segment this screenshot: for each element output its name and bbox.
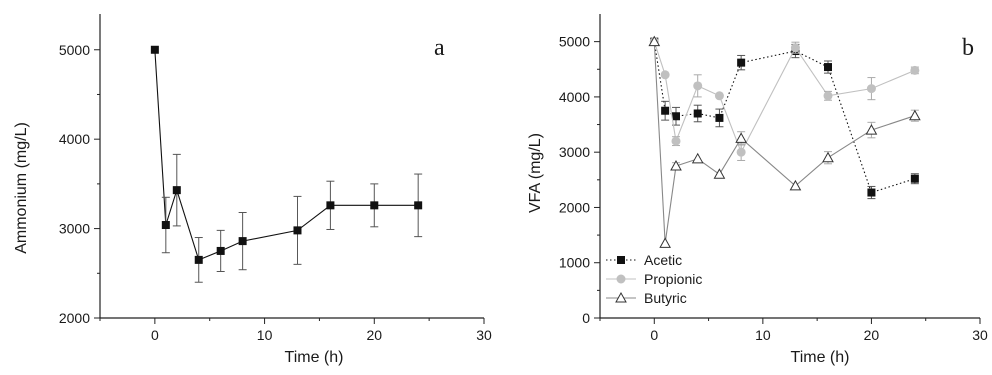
panel-a-series-0-line [154, 49, 419, 261]
panel-a-y-tick-label: 4000 [59, 131, 90, 147]
panel-b-series-2-point [865, 124, 878, 135]
panel-a-x-tick-label: 20 [366, 327, 382, 343]
panel-a-y-tick-label: 2000 [59, 310, 90, 326]
panel-a-series-0-point [238, 237, 247, 246]
panel-a-series-0-point [293, 226, 302, 235]
panel-b-y-tick-label: 3000 [559, 144, 590, 160]
panel-b-series-2-point [909, 109, 921, 121]
legend-label-propionic: Propionic [644, 271, 702, 287]
panel-b-chart: b Time (h) VFA (mg/L) 0 10 20 30 0 1000 2000 30… [527, 14, 988, 366]
panel-b-y-tick-label: 0 [582, 310, 590, 326]
panel-a-y-tick-label: 3000 [59, 221, 90, 237]
panel-b-series-1-point [823, 91, 833, 101]
panel-b-series-1-point [671, 136, 681, 146]
panel-b-series-1-line [653, 41, 916, 154]
panel-b-y-tick-label: 1000 [559, 255, 590, 271]
panel-b-x-tick-label: 0 [650, 327, 658, 343]
panel-b-series-0-point [867, 188, 876, 197]
panel-b-series-2-point [713, 168, 726, 179]
panel-a-chart: a Time (h) Ammonium (mg/L) 0 10 20 30 2000 30… [13, 14, 492, 366]
panel-b-x-tick-label: 10 [755, 327, 771, 343]
panel-b-y-tick-label: 5000 [559, 34, 590, 50]
panel-a-series-0-point [326, 201, 335, 210]
panel-b-series-1-point [790, 43, 800, 53]
panel-b-series-1-point [736, 147, 746, 157]
panel-b-series-1-point [866, 84, 876, 94]
legend-marker-butyric [615, 291, 627, 303]
panel-b-y-tick-label: 4000 [559, 89, 590, 105]
panel-b-series-2-point [735, 132, 747, 143]
panel-b-series-1-point [660, 70, 670, 80]
panel-b-x-axis-label: Time (h) [791, 349, 850, 366]
panel-b-series-2-line [653, 41, 916, 244]
panel-b-series-2-point [659, 237, 671, 248]
panel-b-series-2-point [670, 159, 682, 171]
panel-a-series-0-point [161, 221, 170, 230]
panel-a-series-0-point [414, 201, 423, 210]
panel-b-series-1-point [714, 91, 724, 101]
panel-a-label: a [434, 35, 445, 61]
panel-a-series-0-point [172, 186, 181, 195]
legend-marker-acetic [617, 256, 625, 264]
panel-a-series-0-point [370, 201, 379, 210]
panel-b-series-1-point [910, 65, 920, 75]
panel-b-series-0-point [737, 58, 746, 67]
panel-b-series-0-point [693, 109, 702, 118]
panel-b-x-tick-label: 20 [864, 327, 880, 343]
panel-b-label: b [962, 35, 974, 61]
panel-b-series-0-point [672, 112, 680, 121]
panel-b-series-0-point [715, 113, 724, 122]
panel-a-x-axis-label: Time (h) [285, 349, 344, 366]
panel-b-series-2-point [822, 151, 834, 163]
panel-b-series-0-line [653, 41, 916, 194]
legend-marker-propionic [616, 274, 626, 284]
panel-b-series-1-point [693, 81, 703, 91]
panel-b-series-0-point [661, 106, 670, 115]
panel-b-y-tick-label: 2000 [559, 199, 590, 215]
panel-b-x-tick-label: 30 [972, 327, 988, 343]
legend-label-acetic: Acetic [644, 252, 682, 268]
panel-b-series-0-point [910, 174, 919, 183]
panel-b-series-2-point [648, 35, 661, 47]
panel-a-series-0-point [216, 246, 225, 255]
panel-a-y-axis-label: Ammonium (mg/L) [13, 122, 30, 254]
panel-b-series-2-point [691, 152, 704, 164]
panel-a-series-0-point [194, 255, 203, 264]
panel-a-series-0-point [150, 45, 159, 54]
legend-label-butyric: Butyric [644, 290, 687, 306]
panel-a-x-tick-label: 10 [257, 327, 273, 343]
panel-b-y-axis-label: VFA (mg/L) [527, 133, 544, 213]
panel-a-x-tick-label: 0 [151, 327, 159, 343]
panel-a-x-tick-label: 30 [476, 327, 492, 343]
panel-b-series-2-point [789, 179, 802, 191]
panel-a-y-tick-label: 5000 [59, 42, 90, 58]
panel-b-series-0-point [824, 63, 832, 72]
